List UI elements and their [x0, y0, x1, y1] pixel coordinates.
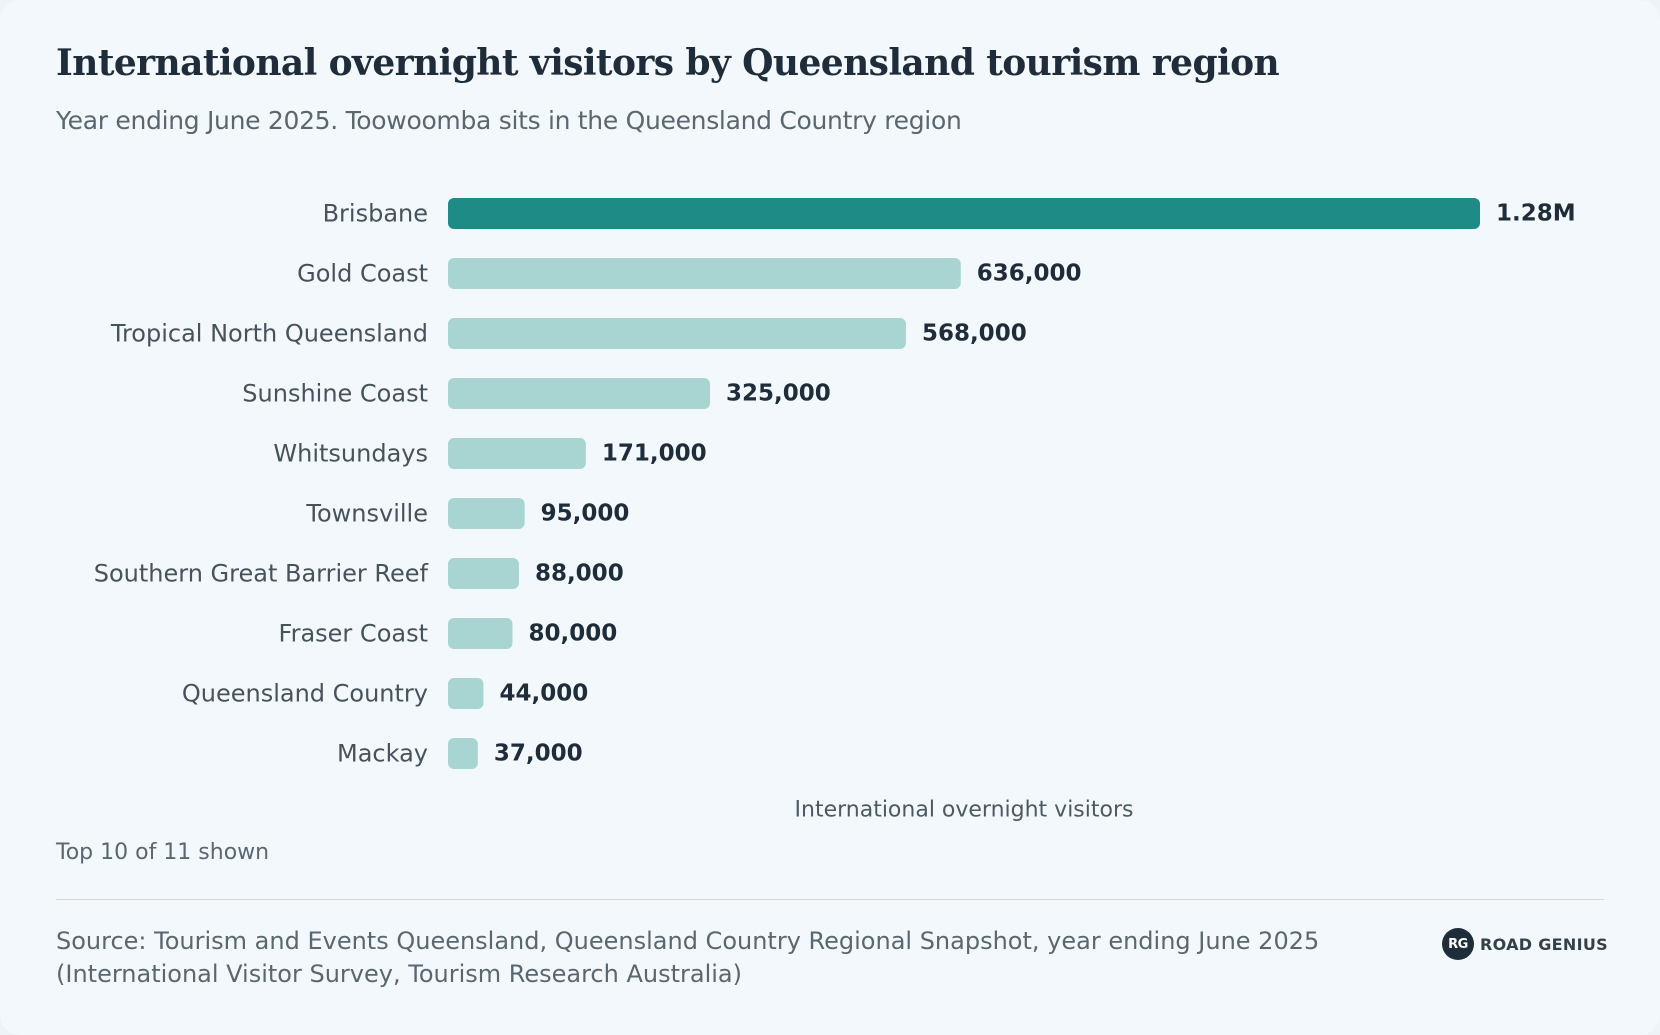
category-label: Tropical North Queensland — [110, 320, 428, 348]
chart-title: International overnight visitors by Quee… — [56, 42, 1280, 84]
bar[interactable] — [448, 198, 1480, 229]
value-label: 37,000 — [494, 741, 583, 767]
value-label: 88,000 — [535, 561, 624, 587]
bar[interactable] — [448, 318, 906, 349]
bar[interactable] — [448, 738, 478, 769]
bar[interactable] — [448, 678, 484, 709]
value-label: 325,000 — [726, 381, 831, 407]
bar-chart: Brisbane 1.28M Gold Coast 636,000 Tropical N… — [94, 198, 1576, 823]
x-axis-title: International overnight visitors — [795, 798, 1134, 823]
source-text: Source: Tourism and Events Queensland, Q… — [56, 927, 1320, 988]
category-label: Brisbane — [323, 200, 428, 228]
category-label: Gold Coast — [297, 260, 428, 288]
bar[interactable] — [448, 558, 519, 589]
category-label: Fraser Coast — [279, 620, 428, 648]
bar[interactable] — [448, 258, 961, 289]
brand-logo[interactable]: RG ROAD GENIUS — [1442, 928, 1608, 960]
category-label: Mackay — [337, 740, 428, 768]
brand-badge-icon: RG — [1442, 928, 1474, 960]
bar[interactable] — [448, 498, 525, 529]
value-label: 171,000 — [602, 441, 707, 467]
chart-note: Top 10 of 11 shown — [56, 840, 270, 865]
bar[interactable] — [448, 438, 586, 469]
chart-subtitle: Year ending June 2025. Toowoomba sits in… — [56, 106, 962, 135]
value-label: 1.28M — [1496, 201, 1576, 227]
category-label: Southern Great Barrier Reef — [94, 560, 429, 588]
category-label: Whitsundays — [273, 440, 428, 468]
category-label: Queensland Country — [182, 680, 428, 708]
value-label: 44,000 — [499, 681, 588, 707]
value-label: 80,000 — [529, 621, 618, 647]
bar[interactable] — [448, 618, 513, 649]
footer-divider — [56, 899, 1604, 900]
brand-name: ROAD GENIUS — [1480, 934, 1608, 954]
value-label: 95,000 — [541, 501, 630, 527]
value-label: 568,000 — [922, 321, 1027, 347]
category-label: Townsville — [305, 500, 428, 528]
value-label: 636,000 — [977, 261, 1082, 287]
category-label: Sunshine Coast — [242, 380, 428, 408]
bar[interactable] — [448, 378, 711, 409]
